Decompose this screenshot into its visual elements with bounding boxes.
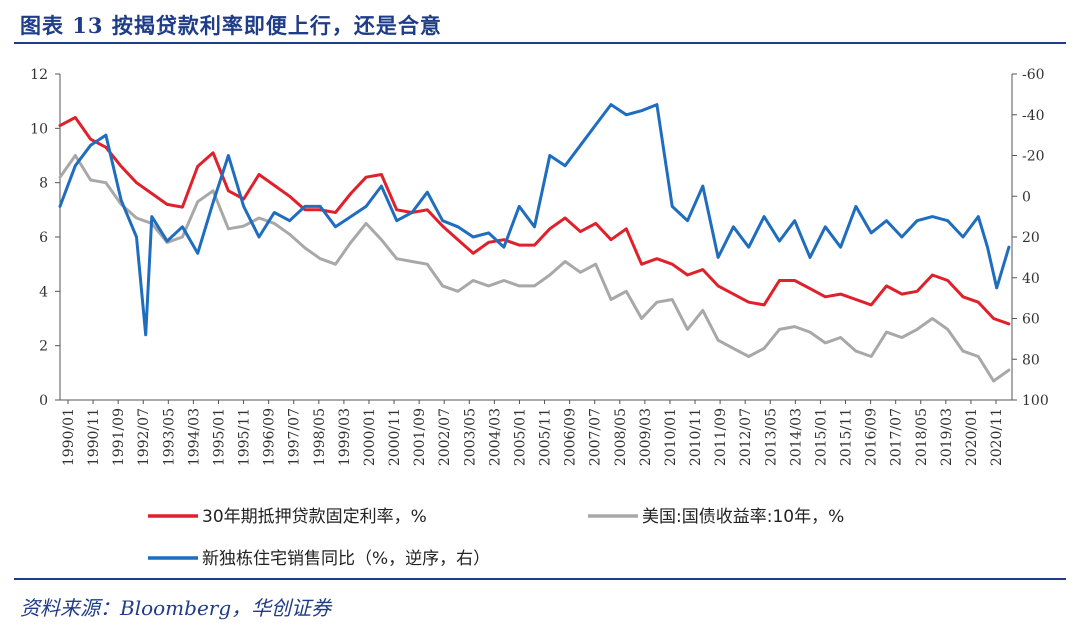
x-tick-label: 2000/11 [387,408,403,466]
x-tick-label: 2010/11 [688,408,704,466]
right-tick-label: 60 [1022,312,1040,328]
figure-title: 图表 13 按揭贷款利率即便上行，还是合意 [20,13,442,38]
source-note: 资料来源：Bloomberg，华创证券 [20,596,332,620]
x-tick-label: 2009/03 [638,408,654,466]
x-tick-label: 2020/01 [964,408,980,466]
x-tick-label: 2007/07 [588,408,604,466]
right-tick-label: 80 [1022,352,1040,368]
x-tick-label: 2019/03 [939,408,955,466]
right-tick-label: 40 [1022,271,1040,287]
x-tick-label: 2014/03 [788,408,804,466]
x-tick-label: 2013/05 [763,408,779,466]
title-bar: 图表 13 按揭贷款利率即便上行，还是合意 [14,6,1066,44]
left-tick-label: 4 [39,284,48,300]
left-tick-label: 0 [39,393,48,409]
x-tick-label: 2011/09 [713,408,729,466]
series-line-2 [58,154,1011,383]
x-tick-label: 2018/05 [914,408,930,466]
x-tick-label: 1995/01 [211,408,227,466]
x-tick-label: 2006/09 [563,408,579,466]
x-tick-label: 2005/11 [538,408,554,466]
x-tick-label: 2015/01 [813,408,829,466]
x-tick-label: 1991/09 [111,408,127,466]
x-tick-label: 1996/09 [262,408,278,466]
x-tick-label: 2004/03 [487,408,503,466]
x-tick-label: 1997/07 [287,408,303,466]
chart: 0 2 4 6 8 10 12 -60 -40 -20 0 20 40 60 80 100 1990/01 199… [30,67,1049,568]
right-tick-label: -60 [1022,67,1045,83]
legend-label-1: 30年期抵押贷款固定利率，% [202,507,427,527]
left-tick-label: 2 [39,339,48,355]
series-line-1 [58,116,1011,326]
footer-divider [14,578,1066,580]
left-tick-label: 12 [30,67,48,83]
left-tick-label: 10 [30,121,48,137]
left-tick-label: 6 [39,230,48,246]
x-tick-label: 2010/01 [663,408,679,466]
x-tick-label: 2002/07 [437,408,453,466]
x-tick-label: 1990/11 [86,408,102,466]
x-tick-label: 1998/05 [312,408,328,466]
right-tick-label: 100 [1022,393,1049,409]
x-tick-label: 2008/05 [613,408,629,466]
legend-label-2: 美国:国债收益率:10年，% [642,507,844,527]
x-tick-label: 2017/07 [889,408,905,466]
x-tick-label: 2000/01 [362,408,378,466]
x-tick-label: 2020/11 [989,408,1005,466]
x-tick-label: 1999/03 [337,408,353,466]
right-tick-label: 20 [1022,230,1040,246]
x-tick-label: 2016/09 [864,408,880,466]
x-tick-label: 2015/11 [839,408,855,466]
x-tick-label: 1990/01 [61,408,77,466]
series-line-3 [58,103,1011,337]
x-tick-label: 2012/07 [738,408,754,466]
x-tick-label: 1993/05 [161,408,177,466]
right-tick-label: -40 [1022,108,1045,124]
right-tick-label: 0 [1022,189,1031,205]
x-tick-label: 1994/03 [186,408,202,466]
x-tick-label: 1992/07 [136,408,152,466]
legend-label-3: 新独栋住宅销售同比（%，逆序，右） [202,549,490,568]
right-tick-label: -20 [1022,149,1045,165]
left-tick-label: 8 [39,176,48,192]
x-tick-label: 2003/05 [462,408,478,466]
x-tick-label: 2005/01 [512,408,528,466]
x-tick-label: 1995/11 [237,408,253,466]
x-tick-label: 2001/09 [412,408,428,466]
